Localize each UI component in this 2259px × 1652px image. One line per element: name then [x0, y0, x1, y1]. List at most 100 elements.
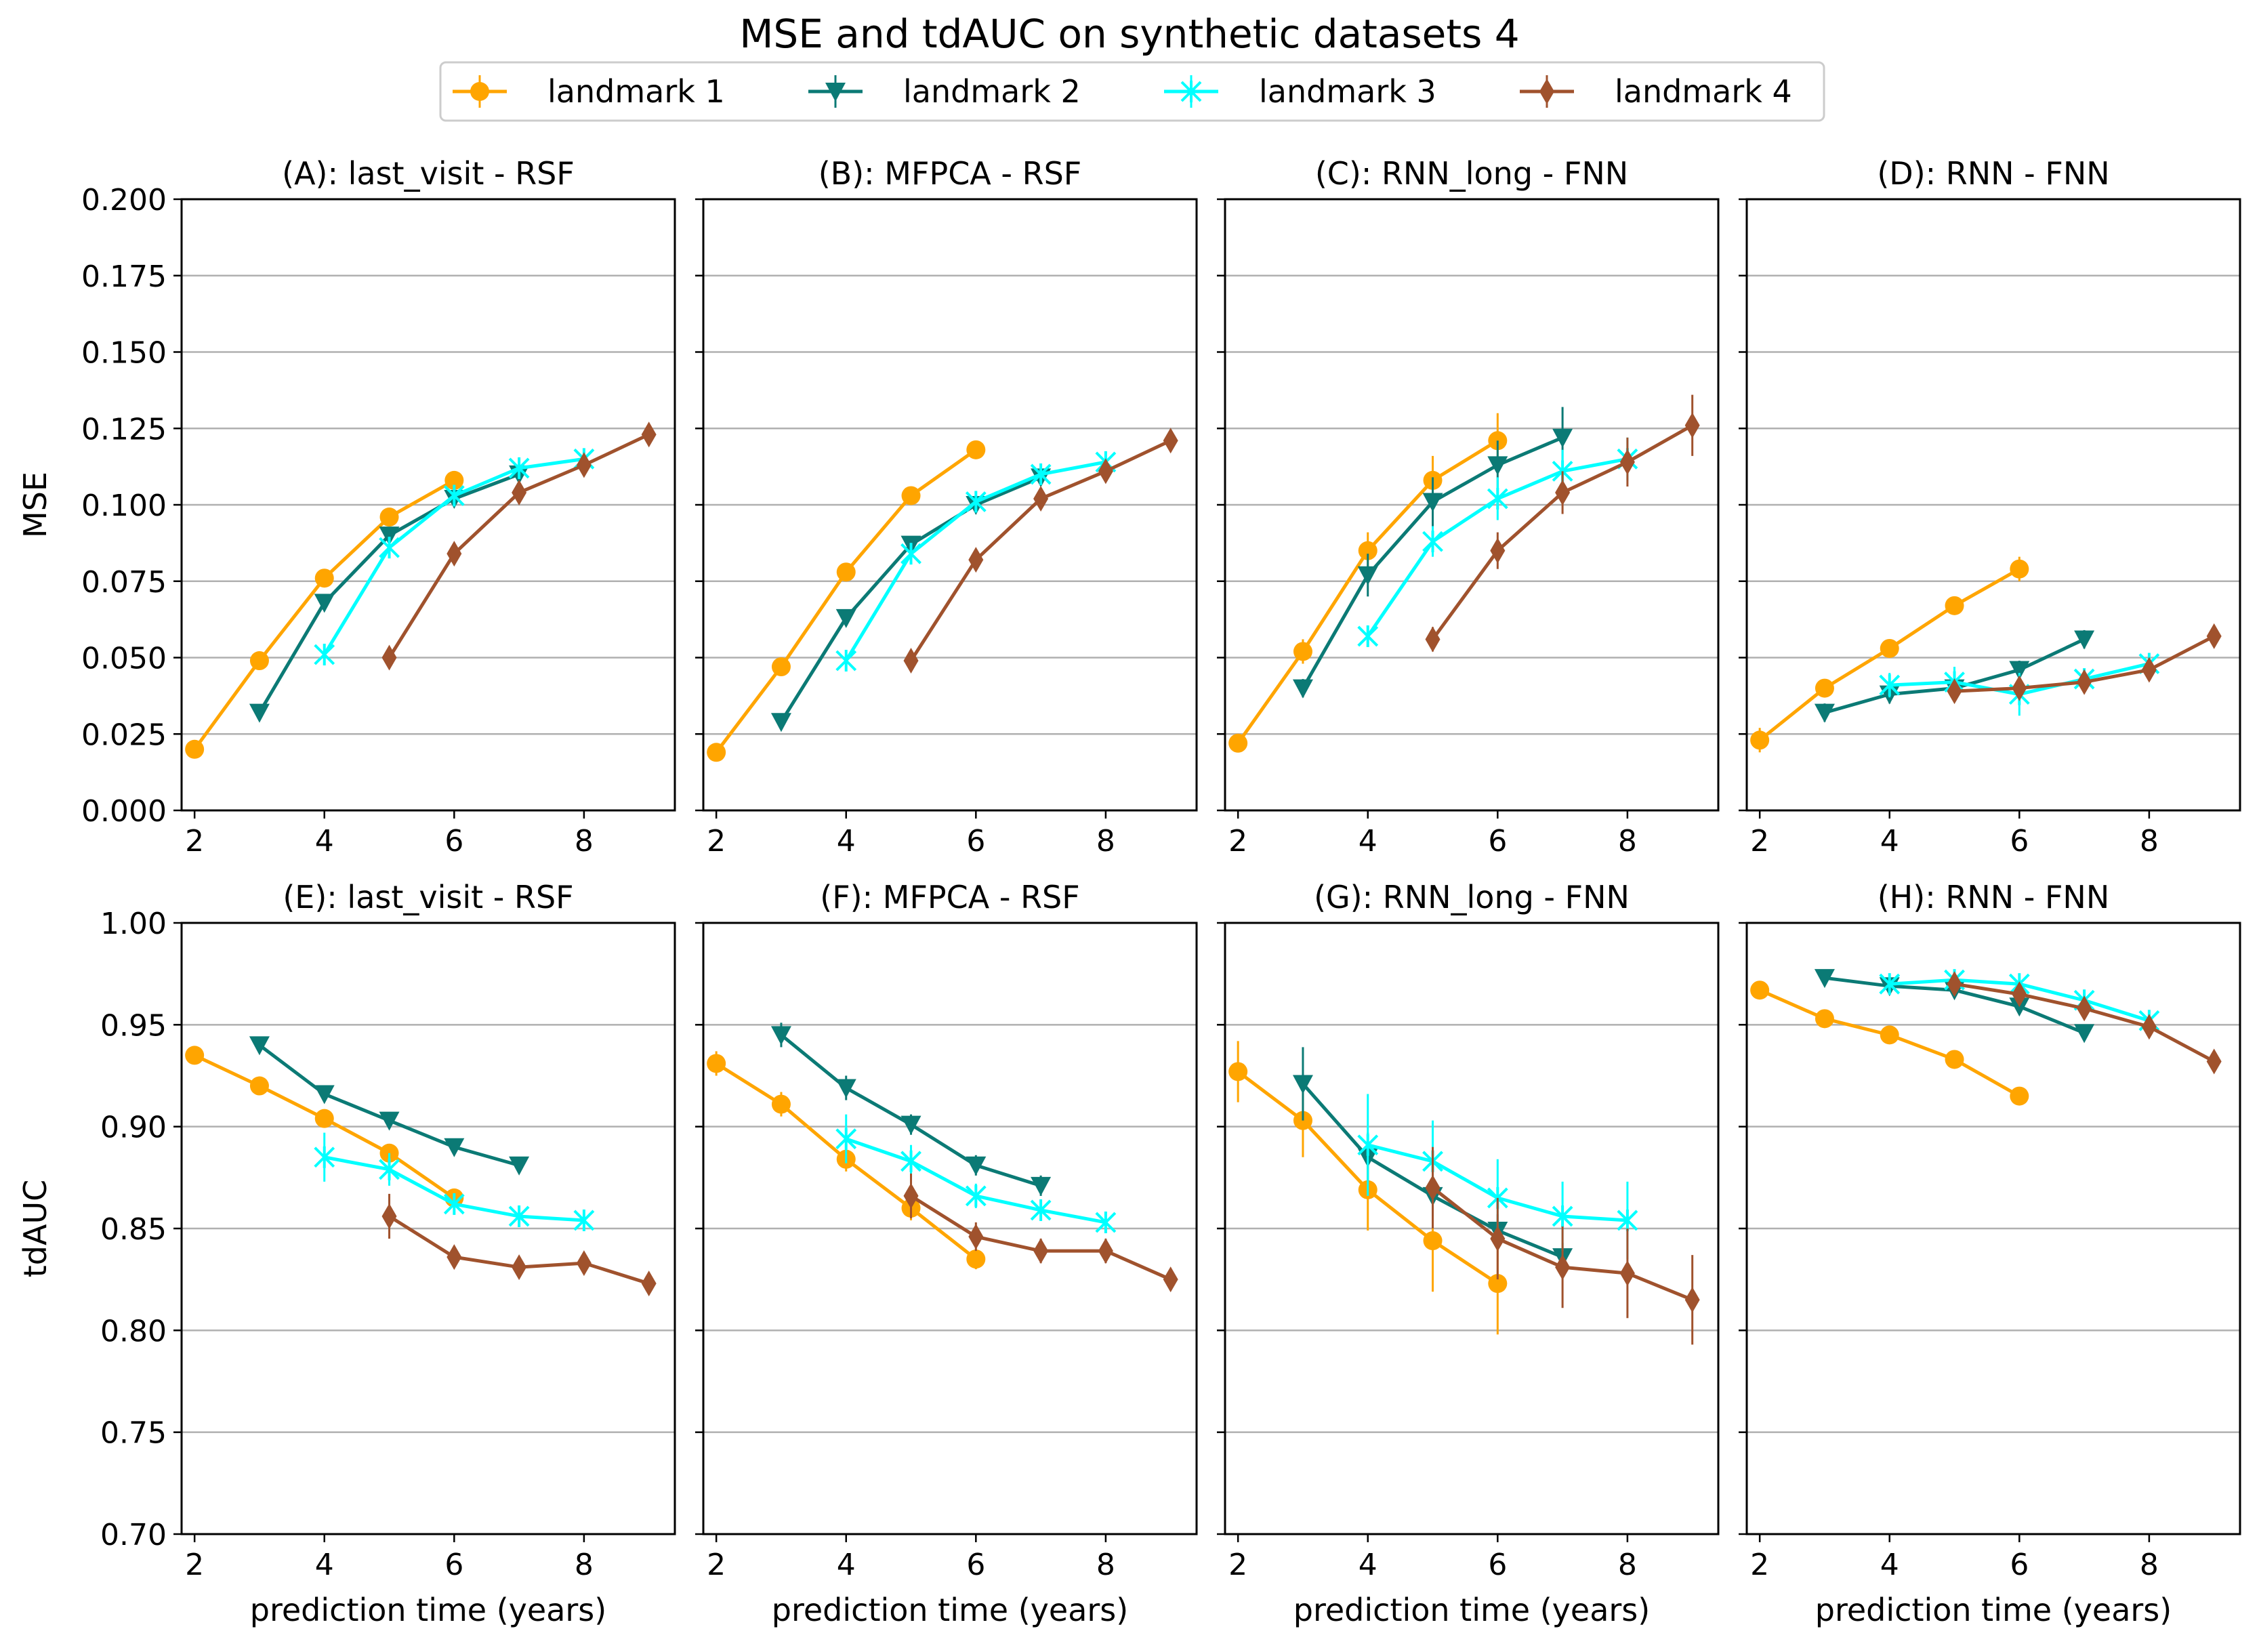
data-point — [1555, 479, 1571, 505]
data-point — [443, 484, 465, 507]
y-tick-label: 0.025 — [81, 718, 167, 752]
legend-label: landmark 4 — [1615, 73, 1792, 110]
x-tick-label: 2 — [185, 824, 204, 859]
axes-frame — [1745, 198, 2241, 812]
data-point — [1879, 674, 1901, 697]
series-landmark-4 — [903, 428, 1178, 674]
x-tick-label: 4 — [315, 1548, 334, 1582]
data-point — [1879, 973, 1901, 995]
data-point — [1098, 1238, 1113, 1264]
data-point — [1880, 1025, 1899, 1045]
data-point — [2010, 559, 2029, 579]
data-point — [1487, 456, 1508, 476]
x-tick-label: 4 — [315, 824, 334, 859]
series-landmark-4 — [1425, 1147, 1700, 1345]
x-tick-label: 4 — [837, 824, 856, 859]
data-point — [1228, 1062, 1248, 1081]
data-point — [1357, 566, 1378, 585]
series-landmark-3 — [314, 448, 595, 665]
series-landmark-4 — [381, 421, 657, 671]
data-point — [314, 594, 335, 613]
data-point — [707, 743, 726, 762]
data-point — [576, 452, 592, 478]
data-point — [576, 1250, 592, 1277]
series-landmark-2 — [1292, 407, 1573, 699]
axes-frame — [1224, 198, 1720, 812]
legend-label: landmark 2 — [903, 73, 1081, 110]
legend-marker — [1539, 79, 1554, 104]
x-tick-label: 8 — [2140, 824, 2159, 859]
legend-item: landmark 1 — [453, 73, 725, 110]
x-axis-label: prediction time (years) — [1293, 1592, 1650, 1628]
data-point — [1552, 428, 1573, 448]
x-tick-label: 2 — [185, 1548, 204, 1582]
data-point — [249, 1036, 270, 1056]
data-point — [2141, 1014, 2157, 1040]
y-axis-label: MSE — [17, 472, 54, 538]
data-point — [1490, 1226, 1506, 1252]
y-tick-label: 0.100 — [81, 489, 167, 523]
data-point — [2206, 1048, 2222, 1075]
data-point — [900, 1150, 921, 1172]
data-point — [1490, 537, 1506, 564]
data-point — [770, 1026, 791, 1046]
legend-item: landmark 2 — [808, 73, 1081, 110]
series-landmark-1 — [707, 440, 986, 762]
x-tick-label: 2 — [707, 1548, 726, 1582]
data-point — [379, 508, 399, 527]
y-tick-label: 0.150 — [81, 336, 167, 371]
data-point — [1945, 1050, 1964, 1069]
panel-title: (F): MFPCA - RSF — [820, 879, 1079, 915]
data-point — [2009, 661, 2030, 680]
series-landmark-3 — [314, 1132, 595, 1231]
data-point — [966, 440, 986, 459]
x-tick-label: 2 — [1750, 1548, 1769, 1582]
data-point — [1880, 638, 1899, 658]
data-point — [185, 1046, 205, 1065]
panel-title: (B): MFPCA - RSF — [818, 155, 1082, 192]
data-point — [1163, 1266, 1178, 1293]
y-tick-label: 1.00 — [100, 907, 167, 941]
data-point — [1814, 969, 1835, 989]
data-point — [379, 526, 400, 546]
data-point — [1293, 642, 1312, 661]
series-landmark-3 — [835, 451, 1117, 672]
data-point — [1945, 596, 1964, 615]
x-tick-label: 6 — [444, 824, 463, 859]
data-point — [314, 1109, 334, 1128]
data-point — [965, 1184, 987, 1207]
axes-frame — [180, 922, 676, 1535]
data-point — [508, 457, 530, 479]
x-tick-label: 4 — [1880, 1548, 1899, 1582]
y-tick-label: 0.200 — [81, 183, 167, 218]
legend-box — [439, 61, 1825, 122]
data-point — [835, 1079, 856, 1098]
data-point — [836, 562, 856, 582]
data-point — [1098, 458, 1113, 484]
series-landmark-1 — [1750, 556, 2029, 753]
data-point — [2074, 1024, 2095, 1044]
x-tick-label: 8 — [575, 824, 594, 859]
y-tick-label: 0.000 — [81, 794, 167, 829]
data-point — [771, 657, 791, 677]
x-tick-label: 6 — [966, 824, 985, 859]
data-point — [2077, 995, 2092, 1022]
axes-frame — [702, 198, 1198, 812]
chart-panel: 2 4 6 8 (H): RNN - FNN prediction time (years… — [1739, 879, 2241, 1628]
data-point — [314, 1085, 335, 1104]
data-point — [381, 1203, 397, 1229]
data-point — [2012, 981, 2027, 1008]
data-point — [2012, 675, 2027, 701]
series-landmark-4 — [1425, 394, 1700, 653]
x-axis-label: prediction time (years) — [1815, 1592, 2172, 1628]
data-point — [443, 1193, 465, 1215]
panel-title: (C): RNN_long - FNN — [1315, 155, 1628, 192]
data-point — [1947, 678, 1962, 705]
data-point — [2074, 630, 2095, 650]
axes-frame — [702, 922, 1198, 1535]
x-tick-label: 4 — [837, 1548, 856, 1582]
data-point — [1425, 626, 1441, 653]
data-point — [2009, 997, 2030, 1017]
panel-title: (G): RNN_long - FNN — [1314, 879, 1630, 915]
